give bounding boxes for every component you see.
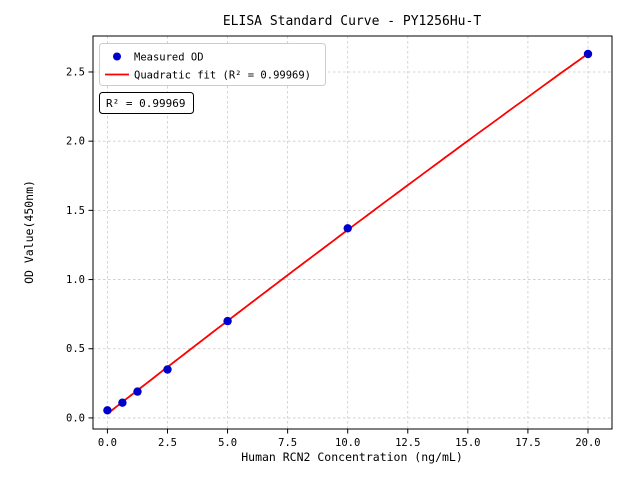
legend-label-quadratic-fit: Quadratic fit (R² = 0.99969) — [134, 70, 311, 82]
data-point-measured-od — [223, 316, 232, 326]
y-tick-label: 1.0 — [66, 274, 85, 286]
legend-box — [99, 43, 326, 86]
x-tick-label: 17.5 — [515, 437, 540, 449]
legend-marker-measured-od-icon — [113, 52, 121, 61]
legend-label-measured-od: Measured OD — [134, 52, 204, 64]
y-tick-label: 2.0 — [66, 136, 85, 148]
tick-layer: 0.0 2.5 5.0 7.5 10.0 12.5 15.0 17.5 20.0 0.0 0.5 1.… — [66, 66, 601, 449]
x-tick-label: 12.5 — [395, 437, 420, 449]
y-tick-label: 1.5 — [66, 205, 85, 217]
x-axis-label: Human RCN2 Concentration (ng/mL) — [241, 450, 463, 464]
plot-frame — [92, 35, 613, 430]
legend: Measured OD Quadratic fit (R² = 0.99969) — [99, 43, 326, 86]
annotation-text: R² = 0.99969 — [106, 97, 185, 110]
x-tick-label: 10.0 — [335, 437, 360, 449]
series-layer — [103, 49, 593, 415]
data-point-measured-od — [133, 387, 142, 396]
y-tick-label: 0.0 — [66, 412, 85, 424]
data-point-measured-od — [343, 224, 352, 233]
x-tick-label: 7.5 — [278, 437, 297, 449]
grid-layer — [93, 36, 612, 429]
x-tick-label: 0.0 — [98, 437, 117, 449]
x-tick-label: 5.0 — [218, 437, 237, 449]
y-tick-label: 0.5 — [66, 343, 85, 355]
annotation-box — [99, 92, 194, 114]
r-squared-annotation: R² = 0.99969 — [99, 92, 194, 114]
data-point-measured-od — [118, 398, 127, 407]
y-axis-label: OD Value(450nm) — [22, 180, 36, 284]
x-tick-label: 20.0 — [575, 437, 600, 449]
data-point-measured-od — [583, 49, 593, 59]
x-tick-label: 15.0 — [455, 437, 480, 449]
chart-title: ELISA Standard Curve - PY1256Hu-T — [223, 14, 481, 29]
y-tick-label: 2.5 — [66, 66, 85, 78]
data-point-measured-od — [103, 406, 112, 415]
x-tick-label: 2.5 — [158, 437, 177, 449]
data-point-measured-od — [163, 365, 172, 374]
